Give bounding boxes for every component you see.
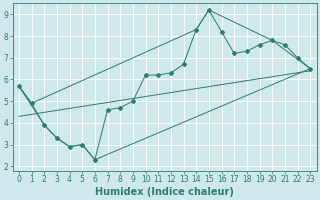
X-axis label: Humidex (Indice chaleur): Humidex (Indice chaleur) [95, 187, 234, 197]
